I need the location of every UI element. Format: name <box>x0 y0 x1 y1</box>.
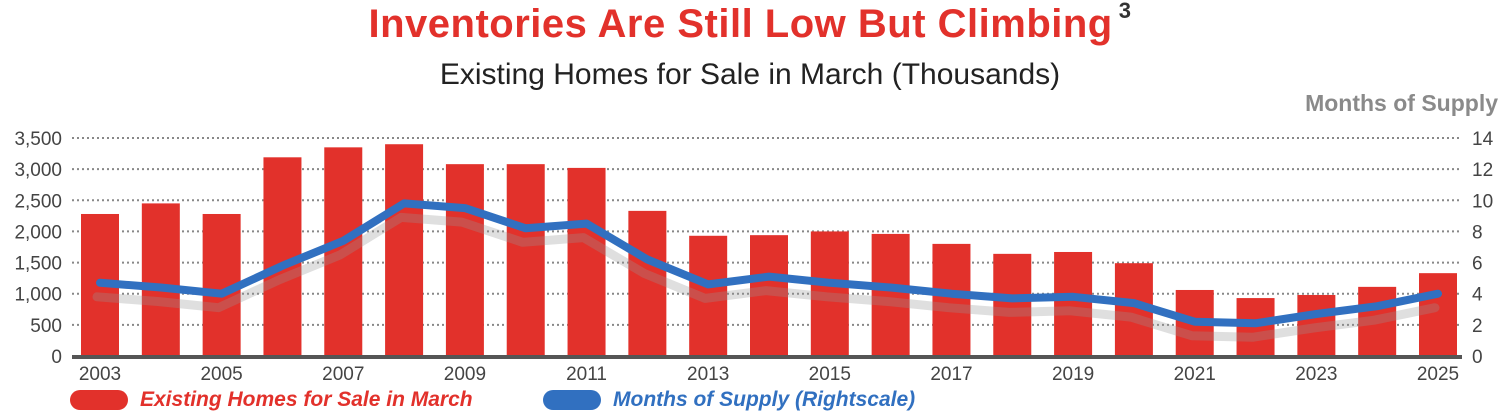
line-point <box>890 286 892 288</box>
right-axis-tick-label: 10 <box>1472 191 1493 212</box>
right-axis-tick-label: 0 <box>1472 347 1483 368</box>
right-axis-title: Months of Supply <box>1305 90 1498 116</box>
line-point <box>99 282 101 284</box>
line-point <box>221 293 223 295</box>
line-point <box>342 240 344 242</box>
x-axis-tick-label: 2015 <box>809 364 851 385</box>
line-point <box>646 258 648 260</box>
line-shadow <box>92 212 1440 342</box>
right-axis-tick-label: 8 <box>1472 222 1483 243</box>
line-point <box>586 223 588 225</box>
bar <box>689 235 728 356</box>
line-point <box>829 282 831 284</box>
left-axis-tick-label: 0 <box>51 347 62 368</box>
bar <box>385 144 424 356</box>
legend-swatch-line <box>543 390 601 410</box>
bar <box>750 235 788 356</box>
x-axis-tick-label: 2017 <box>930 364 972 385</box>
line-point <box>1072 296 1074 298</box>
bar <box>324 147 363 356</box>
bar <box>1054 251 1093 356</box>
left-axis-tick-label: 2,000 <box>14 222 62 243</box>
bar <box>628 210 667 356</box>
x-axis-tick-label: 2003 <box>79 364 121 385</box>
bar <box>1297 294 1336 356</box>
legend-label: Existing Homes for Sale in March <box>140 388 473 411</box>
line-point <box>1437 293 1439 295</box>
line-point <box>1133 302 1135 304</box>
line-point <box>1315 313 1317 315</box>
x-axis-tick-label: 2019 <box>1052 364 1094 385</box>
bar <box>506 164 545 356</box>
x-axis-tick-label: 2023 <box>1295 364 1337 385</box>
line-point <box>950 293 952 295</box>
x-axis-tick-label: 2025 <box>1417 364 1459 385</box>
footnote-marker: 3 <box>1118 0 1132 23</box>
bar <box>445 164 484 356</box>
line-point <box>464 207 466 209</box>
legend-item-homes: Existing Homes for Sale in March <box>70 388 473 412</box>
legend-item-supply: Months of Supply (Rightscale) <box>543 388 915 412</box>
line-point <box>707 283 709 285</box>
bar <box>810 231 849 356</box>
left-axis-tick-label: 3,000 <box>14 160 62 181</box>
title-text: Inventories Are Still Low But Climbing <box>368 2 1113 46</box>
line-point <box>1194 321 1196 323</box>
x-axis-tick-label: 2011 <box>566 364 607 385</box>
right-axis-tick-label: 14 <box>1472 129 1494 150</box>
bar <box>993 253 1032 356</box>
line-point <box>160 286 162 288</box>
bar <box>141 203 180 356</box>
x-axis-tick-label: 2013 <box>687 364 729 385</box>
bar <box>1419 273 1457 356</box>
line-point <box>1011 297 1013 299</box>
line-point <box>1376 305 1378 307</box>
left-axis-tick-label: 1,000 <box>14 285 62 306</box>
left-axis-tick-label: 3,500 <box>14 129 62 150</box>
line-point <box>525 227 527 229</box>
line-point <box>403 202 405 204</box>
chart-title: Inventories Are Still Low But Climbing 3 <box>0 0 1500 47</box>
x-axis-tick-label: 2005 <box>200 364 242 385</box>
line-point <box>281 265 283 267</box>
left-axis-tick-label: 500 <box>30 316 62 337</box>
line-point <box>768 276 770 278</box>
bar <box>871 233 910 356</box>
bar <box>1358 286 1397 356</box>
right-axis-tick-label: 12 <box>1472 160 1493 181</box>
legend-label: Months of Supply (Rightscale) <box>613 388 916 411</box>
x-axis-tick-label: 2007 <box>322 364 364 385</box>
bar <box>567 167 606 356</box>
left-axis-tick-label: 1,500 <box>14 254 62 275</box>
legend-swatch-bar <box>70 390 128 410</box>
left-axis-tick-label: 2,500 <box>14 191 62 212</box>
right-axis-tick-label: 2 <box>1472 316 1483 337</box>
bar <box>932 243 971 356</box>
line-point <box>1255 322 1257 324</box>
right-axis-tick-label: 4 <box>1472 285 1483 306</box>
x-axis-tick-label: 2009 <box>444 364 486 385</box>
chart-subtitle: Existing Homes for Sale in March (Thousa… <box>439 58 1061 91</box>
right-axis-tick-label: 6 <box>1472 254 1483 275</box>
x-axis-tick-label: 2021 <box>1174 364 1216 385</box>
